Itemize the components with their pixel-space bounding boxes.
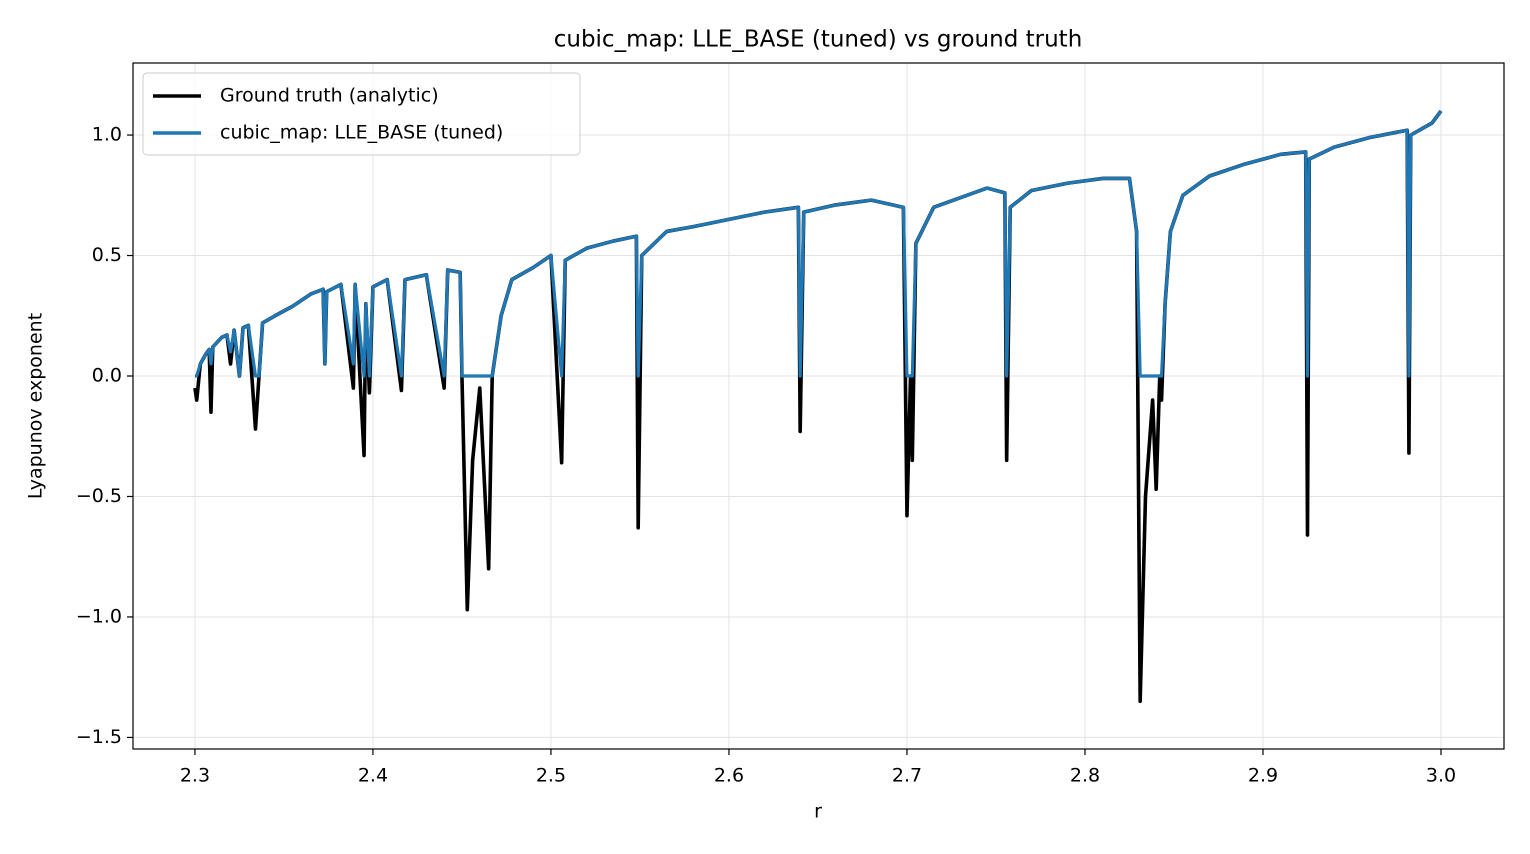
y-tick-label: 1.0 xyxy=(92,124,122,146)
x-tick-label: 2.8 xyxy=(1070,765,1100,787)
y-axis-label: Lyapunov exponent xyxy=(25,313,47,499)
x-axis-label: r xyxy=(814,801,822,823)
y-tick-label: 0.5 xyxy=(92,244,122,266)
legend-frame xyxy=(142,72,581,156)
x-tick-label: 2.5 xyxy=(536,765,566,787)
x-tick-label: 2.9 xyxy=(1248,765,1278,787)
x-tick-label: 3.0 xyxy=(1426,765,1456,787)
line-series xyxy=(194,109,1443,378)
y-tick-label: −1.5 xyxy=(76,726,122,748)
legend-label: Ground truth (analytic) xyxy=(220,85,439,107)
grid xyxy=(133,63,1504,749)
x-tick-label: 2.6 xyxy=(714,765,744,787)
line-series xyxy=(193,109,1443,704)
y-tick-label: 0.0 xyxy=(92,365,122,387)
plot-frame xyxy=(132,62,1505,750)
y-tick-label: −0.5 xyxy=(76,485,122,507)
legend: Ground truth (analytic) cubic_map: LLE_BA… xyxy=(142,72,581,156)
x-tick-label: 2.7 xyxy=(892,765,922,787)
chart-title: cubic_map: LLE_BASE (tuned) vs ground tr… xyxy=(554,27,1083,53)
y-tick-label: −1.0 xyxy=(76,605,122,627)
x-tick-label: 2.3 xyxy=(180,765,210,787)
legend-label: cubic_map: LLE_BASE (tuned) xyxy=(220,122,503,144)
x-tick-label: 2.4 xyxy=(358,765,388,787)
